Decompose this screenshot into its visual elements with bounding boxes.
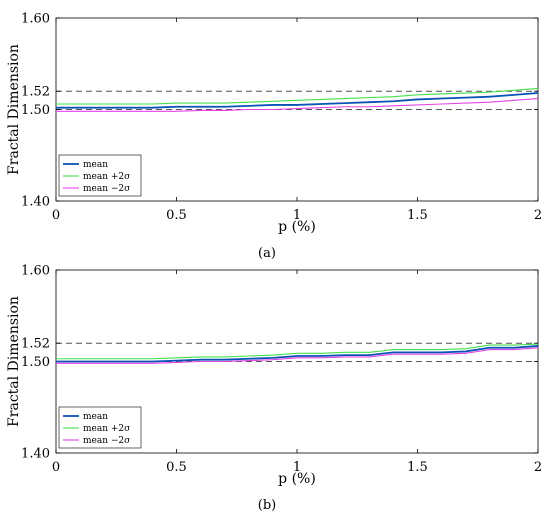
y-tick-label: 1.50: [21, 103, 50, 118]
x-axis-label: p (%): [278, 471, 316, 487]
x-tick-label: 2: [534, 460, 542, 475]
series-line-mean-plus-2sigma: [56, 87, 539, 105]
y-tick-label: 1.50: [21, 355, 50, 370]
series-line-mean: [56, 345, 539, 363]
y-axis-label: Fractal Dimension: [6, 296, 22, 427]
series-line-mean-minus-2sigma: [56, 97, 539, 112]
y-tick-label: 1.40: [21, 447, 50, 462]
x-tick-label: 1.5: [407, 208, 428, 223]
panel-caption: (a): [258, 246, 276, 261]
series-line-mean-plus-2sigma: [56, 343, 539, 360]
series-line-mean: [56, 92, 539, 109]
y-tick-label: 1.40: [21, 195, 50, 210]
x-tick-label: 0.5: [166, 460, 187, 475]
x-tick-label: 0: [52, 208, 60, 223]
x-tick-label: 2: [534, 208, 542, 223]
legend-entry: mean: [83, 412, 108, 422]
y-tick-label: 1.52: [21, 85, 50, 100]
legend-entry: mean: [83, 160, 108, 170]
x-tick-label: 0.5: [166, 208, 187, 223]
x-tick-label: 1.5: [407, 460, 428, 475]
legend-entry: mean +2σ: [83, 172, 130, 182]
y-tick-label: 1.52: [21, 337, 50, 352]
x-tick-label: 1: [293, 208, 301, 223]
x-tick-label: 1: [293, 460, 301, 475]
series-line-mean-minus-2sigma: [56, 347, 539, 364]
legend-entry: mean −2σ: [83, 184, 130, 194]
y-axis-label: Fractal Dimension: [6, 44, 22, 175]
x-tick-label: 0: [52, 460, 60, 475]
legend-entry: mean +2σ: [83, 424, 130, 434]
y-tick-label: 1.60: [21, 264, 50, 279]
y-tick-label: 1.60: [21, 12, 50, 27]
legend-entry: mean −2σ: [83, 436, 130, 446]
panel-caption: (b): [258, 498, 276, 513]
x-axis-label: p (%): [278, 219, 316, 235]
